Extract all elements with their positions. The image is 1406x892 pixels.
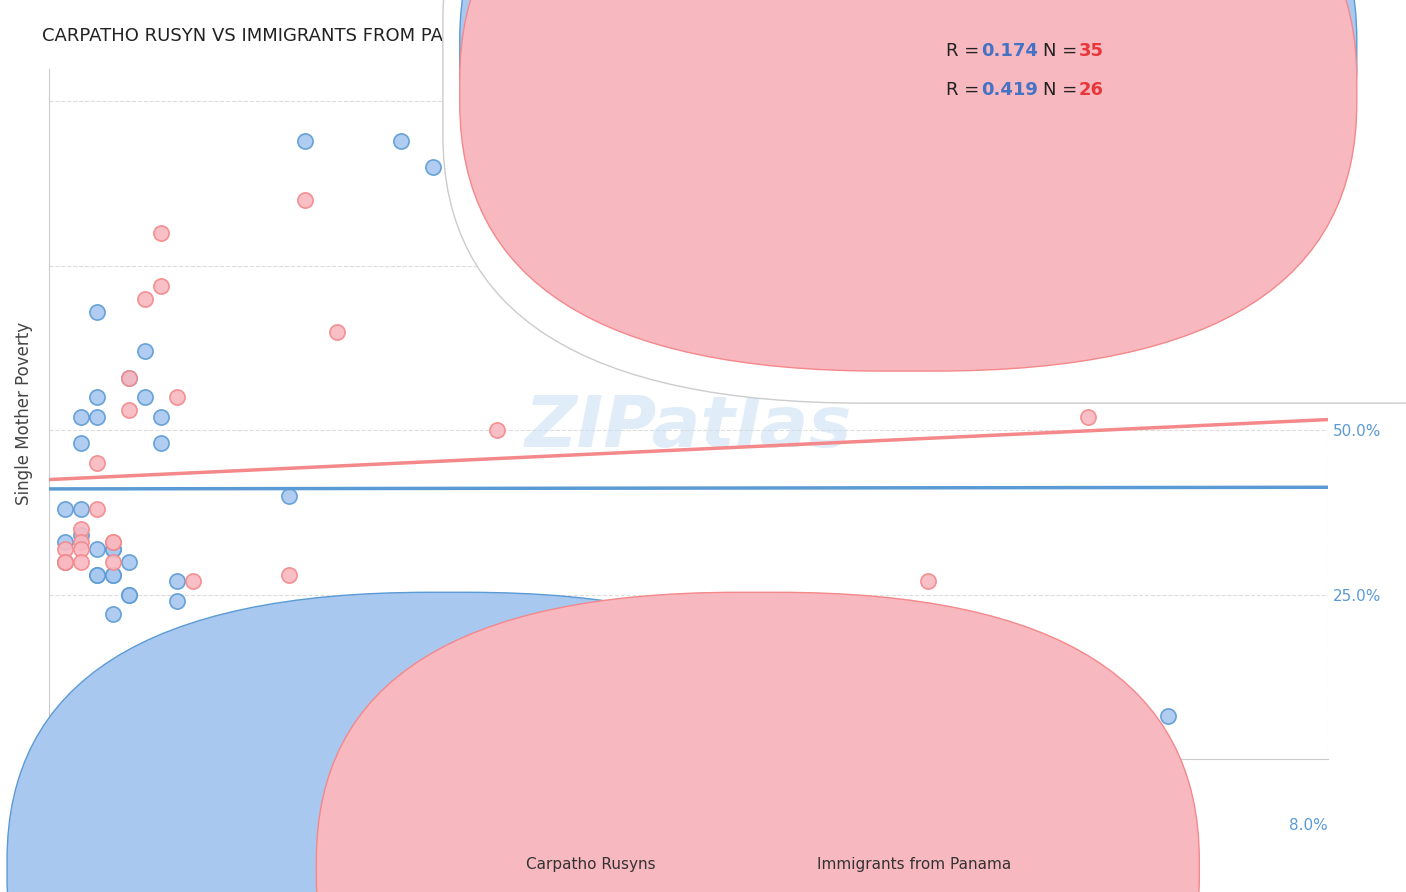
Point — [181, 660, 204, 674]
Text: ZIPatlas: ZIPatlas — [524, 393, 852, 462]
Point — [53, 502, 76, 516]
Point — [70, 535, 93, 549]
Text: Immigrants from Panama: Immigrants from Panama — [817, 857, 1011, 872]
Point — [134, 292, 156, 306]
Point — [181, 633, 204, 648]
Point — [70, 436, 93, 450]
Point — [101, 541, 124, 556]
Point — [1077, 410, 1099, 425]
Point — [118, 555, 141, 569]
Text: 26: 26 — [1078, 81, 1104, 99]
Point — [70, 528, 93, 542]
Point — [101, 567, 124, 582]
Point — [101, 567, 124, 582]
Text: Carpatho Rusyns: Carpatho Rusyns — [526, 857, 655, 872]
Text: 0.0%: 0.0% — [49, 818, 87, 833]
Point — [53, 555, 76, 569]
Point — [86, 567, 108, 582]
Point — [326, 325, 349, 339]
Point — [101, 541, 124, 556]
Point — [118, 370, 141, 384]
Point — [181, 673, 204, 687]
Point — [53, 535, 76, 549]
Y-axis label: Single Mother Poverty: Single Mother Poverty — [15, 322, 32, 506]
Point — [1157, 709, 1180, 723]
Point — [118, 370, 141, 384]
Text: CARPATHO RUSYN VS IMMIGRANTS FROM PANAMA SINGLE MOTHER POVERTY CORRELATION CHART: CARPATHO RUSYN VS IMMIGRANTS FROM PANAMA… — [42, 27, 939, 45]
Point — [149, 410, 172, 425]
Point — [277, 567, 299, 582]
Point — [70, 522, 93, 536]
Point — [86, 390, 108, 404]
Point — [118, 588, 141, 602]
Point — [86, 567, 108, 582]
Point — [166, 594, 188, 608]
Point — [53, 555, 76, 569]
Point — [917, 574, 939, 589]
Text: 8.0%: 8.0% — [1289, 818, 1329, 833]
Point — [134, 390, 156, 404]
Text: 0.419: 0.419 — [981, 81, 1038, 99]
Point — [53, 541, 76, 556]
Point — [166, 390, 188, 404]
Point — [53, 555, 76, 569]
Point — [86, 456, 108, 470]
Point — [149, 278, 172, 293]
Point — [389, 134, 412, 148]
Text: 35: 35 — [1078, 42, 1104, 60]
Point — [149, 436, 172, 450]
Point — [86, 410, 108, 425]
Point — [485, 423, 508, 437]
Point — [70, 555, 93, 569]
Point — [134, 344, 156, 359]
Point — [277, 489, 299, 503]
Point — [86, 502, 108, 516]
Point — [70, 502, 93, 516]
Point — [86, 305, 108, 319]
Text: R =: R = — [946, 42, 986, 60]
Point — [149, 226, 172, 240]
Point — [70, 410, 93, 425]
Text: N =: N = — [1043, 42, 1083, 60]
Point — [181, 574, 204, 589]
Point — [86, 541, 108, 556]
Point — [294, 134, 316, 148]
Text: 0.174: 0.174 — [981, 42, 1038, 60]
Point — [101, 535, 124, 549]
Point — [166, 574, 188, 589]
Point — [422, 160, 444, 174]
Point — [70, 541, 93, 556]
Text: Source: ZipAtlas.com: Source: ZipAtlas.com — [1216, 27, 1364, 41]
Text: N =: N = — [1043, 81, 1083, 99]
Point — [118, 403, 141, 417]
Point — [294, 193, 316, 207]
Point — [101, 555, 124, 569]
Point — [101, 535, 124, 549]
Point — [118, 588, 141, 602]
Point — [101, 607, 124, 622]
Text: R =: R = — [946, 81, 986, 99]
